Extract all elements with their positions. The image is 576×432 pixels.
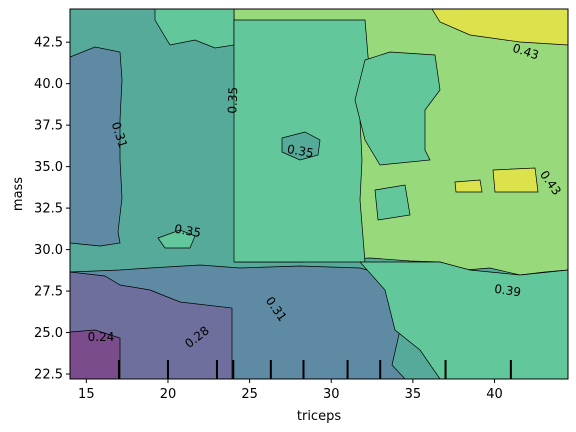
x-tick-label: 40: [486, 387, 503, 402]
y-tick-label: 27.5: [34, 285, 63, 300]
contour-label: 0.24: [88, 330, 115, 344]
plot-frame: [69, 8, 569, 380]
x-tick-label: 15: [78, 387, 95, 402]
y-tick-label: 25.0: [34, 326, 63, 341]
contour-label: 0.35: [286, 142, 315, 160]
contour-label: 0.35: [225, 87, 240, 114]
y-axis-label: mass: [11, 177, 26, 211]
x-tick-label: 35: [405, 387, 422, 402]
region-right-yellow-blob: [492, 167, 539, 193]
y-tick-label: 37.5: [34, 119, 63, 134]
x-tick-label: 25: [241, 387, 258, 402]
rug-marks: [117, 360, 512, 379]
region-right-mid-blob: [374, 184, 411, 221]
region-top-band: [154, 9, 235, 49]
y-axis: 22.5 25.0 27.5 30.0 32.5 35.0 37.5 40.0 42.5: [34, 36, 70, 383]
x-tick-label: 30: [323, 387, 340, 402]
region-left-blob: [157, 229, 196, 249]
x-axis-label: triceps: [297, 409, 341, 424]
x-axis: 15 20 25 30 35 40: [78, 379, 503, 402]
x-tick-label: 20: [160, 387, 177, 402]
y-tick-label: 22.5: [34, 368, 63, 383]
y-tick-label: 30.0: [34, 243, 63, 258]
region-right-blob: [354, 51, 441, 166]
region-top-right-yellow: [431, 9, 568, 46]
y-tick-label: 42.5: [34, 36, 63, 51]
y-tick-label: 35.0: [34, 160, 63, 175]
region-right-yellow-blob-2: [454, 179, 483, 193]
y-tick-label: 40.0: [34, 77, 63, 92]
y-tick-label: 32.5: [34, 202, 63, 217]
region-lower-right: [359, 261, 568, 379]
contour-label: 0.39: [493, 282, 521, 300]
contour-label: 0.35: [173, 222, 202, 240]
region-bottom-corner: [70, 329, 121, 379]
plot-area: 0.24 0.280.310.310.350.350.350.390.430.43: [70, 9, 568, 379]
region-center-blob: [281, 131, 321, 161]
region-left-column: [70, 46, 123, 247]
